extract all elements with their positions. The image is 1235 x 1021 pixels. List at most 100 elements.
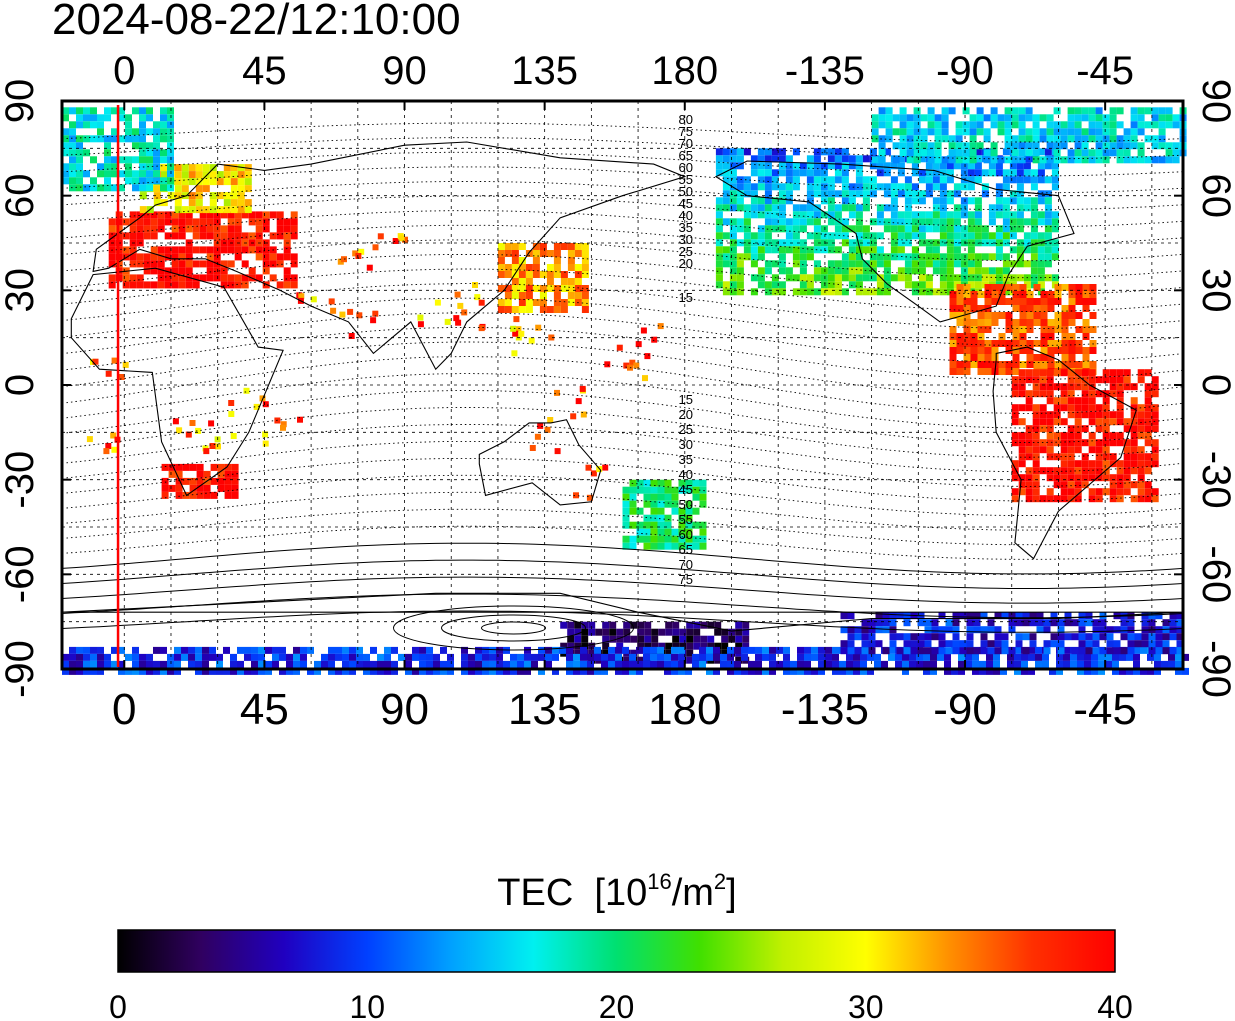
tec-cell	[1106, 626, 1114, 634]
tec-cell	[1067, 383, 1075, 391]
tec-cell	[209, 199, 217, 207]
tec-cell	[820, 246, 828, 254]
tec-cell	[171, 253, 179, 261]
tec-cell	[372, 244, 379, 251]
tec-cell	[1053, 404, 1061, 412]
tec-cell	[742, 635, 750, 643]
tec-cell	[939, 253, 947, 261]
tec-cell	[203, 484, 211, 492]
tec-cell	[623, 621, 631, 629]
tec-cell	[785, 239, 793, 247]
tec-cell	[342, 653, 349, 661]
tec-cell	[1044, 162, 1052, 170]
tec-cell	[962, 142, 970, 150]
tec-cell	[1030, 232, 1038, 240]
tec-cell	[969, 114, 977, 122]
tec-cell	[482, 667, 489, 675]
tec-cell	[567, 285, 575, 292]
tec-cell	[1067, 481, 1075, 489]
tec-cell	[885, 114, 893, 122]
tec-cell	[125, 170, 132, 178]
tec-cell	[629, 521, 637, 529]
tec-cell	[1011, 488, 1019, 496]
tec-cell	[1002, 225, 1010, 233]
tec-cell	[1088, 467, 1096, 475]
tec-cell	[1130, 446, 1138, 454]
tec-cell	[956, 319, 964, 326]
tec-cell	[1088, 439, 1096, 447]
tec-cell	[244, 653, 251, 661]
tec-cell	[143, 260, 151, 268]
tec-cell	[1091, 667, 1098, 675]
tec-cell	[715, 253, 723, 261]
tec-cell	[132, 660, 139, 668]
tec-cell	[1116, 135, 1124, 143]
tec-cell	[892, 142, 900, 150]
tec-cell	[560, 642, 568, 650]
tec-cell	[871, 121, 879, 129]
tec-cell	[511, 278, 519, 285]
tec-cell	[92, 358, 99, 365]
tec-cell	[1056, 667, 1063, 675]
tec-cell	[468, 667, 475, 675]
tec-cell	[918, 239, 926, 247]
tec-cell	[1016, 176, 1024, 184]
tec-cell	[847, 640, 855, 648]
x-tick-label-bottom: -135	[781, 685, 869, 734]
tec-cell	[1002, 253, 1010, 261]
tec-cell	[622, 521, 630, 529]
tec-cell	[1119, 653, 1126, 661]
tec-cell	[890, 232, 898, 240]
tec-cell	[799, 204, 807, 212]
tec-cell	[554, 448, 561, 455]
tec-cell	[1095, 418, 1103, 426]
tec-cell	[195, 667, 202, 675]
tec-cell	[1144, 135, 1152, 143]
tec-cell	[623, 362, 630, 369]
tec-cell	[203, 491, 211, 499]
tec-cell	[671, 528, 679, 536]
tec-cell	[1089, 326, 1097, 333]
tec-cell	[213, 246, 221, 254]
tec-cell	[1009, 225, 1017, 233]
tec-cell	[771, 218, 779, 226]
tec-cell	[1119, 667, 1126, 675]
tec-cell	[1009, 246, 1017, 254]
tec-cell	[972, 653, 979, 661]
tec-cell	[932, 260, 940, 268]
tec-cell	[279, 653, 286, 661]
tec-cell	[143, 281, 151, 289]
tec-cell	[1026, 298, 1034, 305]
tec-cell	[890, 239, 898, 247]
tec-cell	[902, 660, 909, 668]
tec-cell	[693, 642, 701, 650]
tec-cell	[904, 232, 912, 240]
tec-cell	[945, 626, 953, 634]
tec-cell	[210, 463, 218, 471]
tec-cell	[750, 190, 758, 198]
tec-cell	[686, 628, 694, 636]
tec-cell	[855, 190, 863, 198]
tec-cell	[1137, 369, 1145, 377]
tec-cell	[771, 288, 779, 296]
tec-cell	[924, 626, 932, 634]
tec-cell	[1109, 418, 1117, 426]
tec-cell	[1030, 274, 1038, 282]
tec-cell	[967, 169, 975, 177]
tec-cell	[1102, 425, 1110, 433]
tec-cell	[748, 667, 755, 675]
tec-cell	[566, 646, 573, 654]
tec-cell	[174, 646, 181, 654]
tec-cell	[771, 176, 779, 184]
tec-cell	[1130, 432, 1138, 440]
tec-cell	[199, 225, 207, 233]
tec-cell	[188, 171, 196, 179]
tec-cell	[231, 484, 239, 492]
tec-cell	[970, 354, 978, 361]
tec-cell	[178, 281, 186, 289]
tec-cell	[932, 246, 940, 254]
tec-cell	[1018, 142, 1026, 150]
tec-cell	[1067, 390, 1075, 398]
tec-cell	[1130, 460, 1138, 468]
tec-cell	[83, 653, 90, 661]
